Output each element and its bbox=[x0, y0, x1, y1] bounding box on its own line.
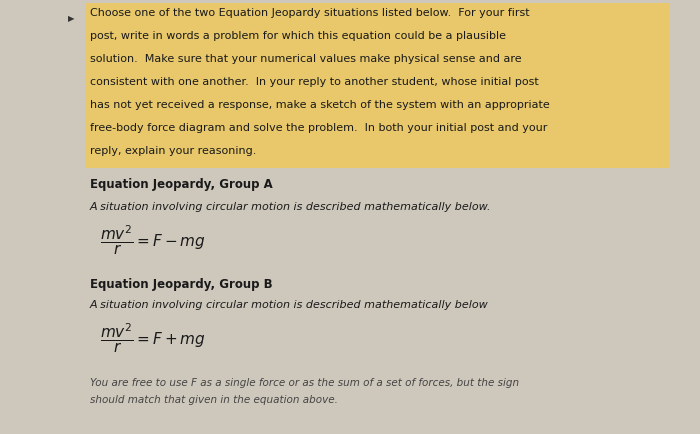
Text: Choose one of the two Equation Jeopardy situations listed below.  For your first: Choose one of the two Equation Jeopardy … bbox=[90, 8, 530, 18]
Text: A situation involving circular motion is described mathematically below: A situation involving circular motion is… bbox=[90, 300, 489, 310]
FancyBboxPatch shape bbox=[85, 3, 670, 168]
Text: $\dfrac{mv^2}{r} = F - mg$: $\dfrac{mv^2}{r} = F - mg$ bbox=[100, 224, 206, 257]
Text: reply, explain your reasoning.: reply, explain your reasoning. bbox=[90, 146, 256, 156]
Text: solution.  Make sure that your numerical values make physical sense and are: solution. Make sure that your numerical … bbox=[90, 54, 522, 64]
Text: $\dfrac{mv^2}{r} = F + mg$: $\dfrac{mv^2}{r} = F + mg$ bbox=[100, 322, 206, 355]
Text: has not yet received a response, make a sketch of the system with an appropriate: has not yet received a response, make a … bbox=[90, 100, 550, 110]
Text: You are free to use F as a single force or as the sum of a set of forces, but th: You are free to use F as a single force … bbox=[90, 378, 519, 388]
Text: Equation Jeopardy, Group A: Equation Jeopardy, Group A bbox=[90, 178, 273, 191]
Text: consistent with one another.  In your reply to another student, whose initial po: consistent with one another. In your rep… bbox=[90, 77, 539, 87]
Text: Equation Jeopardy, Group B: Equation Jeopardy, Group B bbox=[90, 278, 272, 291]
Text: A situation involving circular motion is described mathematically below.: A situation involving circular motion is… bbox=[90, 202, 491, 212]
Text: post, write in words a problem for which this equation could be a plausible: post, write in words a problem for which… bbox=[90, 31, 506, 41]
Text: ▶: ▶ bbox=[68, 14, 74, 23]
Text: should match that given in the equation above.: should match that given in the equation … bbox=[90, 395, 338, 405]
Text: free-body force diagram and solve the problem.  In both your initial post and yo: free-body force diagram and solve the pr… bbox=[90, 123, 547, 133]
